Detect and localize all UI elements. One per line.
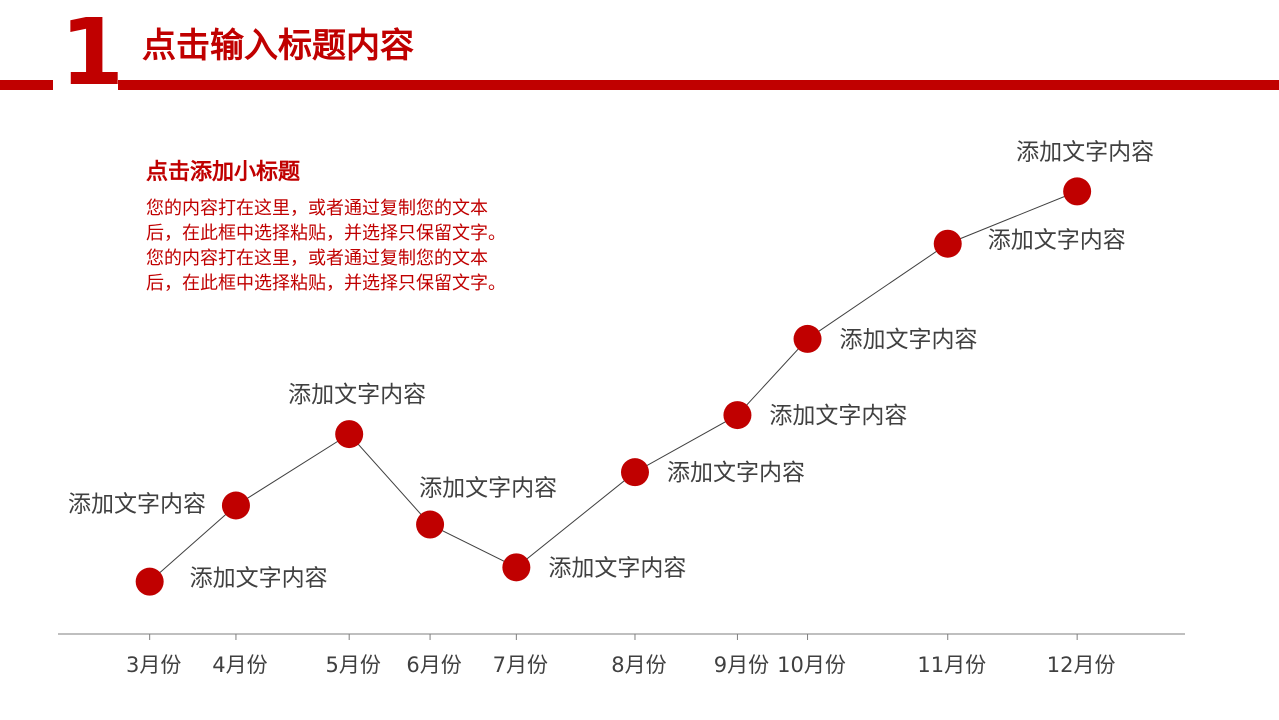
data-label: 添加文字内容 <box>840 327 978 353</box>
data-point <box>933 229 962 258</box>
header-rule-left <box>0 80 53 90</box>
body-line: 后，在此框中选择粘贴，并选择只保留文字。 <box>146 223 506 244</box>
data-label: 添加文字内容 <box>988 228 1126 254</box>
data-point <box>135 567 164 596</box>
x-tick-label: 9月份 <box>714 653 769 677</box>
data-label: 添加文字内容 <box>419 476 557 502</box>
data-point <box>335 420 364 449</box>
data-label: 添加文字内容 <box>190 566 328 592</box>
x-tick-label: 11月份 <box>917 653 986 677</box>
x-tick-label: 6月份 <box>406 653 461 677</box>
x-tick-label: 3月份 <box>126 653 181 677</box>
body-text[interactable]: 您的内容打在这里，或者通过复制您的文本 后，在此框中选择粘贴，并选择只保留文字。… <box>146 196 576 296</box>
data-label: 添加文字内容 <box>68 492 206 518</box>
body-line: 您的内容打在这里，或者通过复制您的文本 <box>146 248 488 269</box>
series-line <box>149 190 1078 583</box>
x-tick-label: 8月份 <box>611 653 666 677</box>
data-point <box>502 553 531 582</box>
x-tick-label: 12月份 <box>1047 653 1116 677</box>
x-tick-label: 5月份 <box>325 653 380 677</box>
body-line: 后，在此框中选择粘贴，并选择只保留文字。 <box>146 273 506 294</box>
data-point <box>221 491 250 520</box>
body-line: 您的内容打在这里，或者通过复制您的文本 <box>146 198 488 219</box>
data-point <box>793 324 822 353</box>
data-point <box>416 510 445 539</box>
data-point <box>1063 177 1092 206</box>
header-rule-right <box>118 80 1279 90</box>
x-tick-label: 7月份 <box>493 653 548 677</box>
data-label: 添加文字内容 <box>1016 139 1154 165</box>
data-label: 添加文字内容 <box>288 382 426 408</box>
data-label: 添加文字内容 <box>548 555 686 581</box>
x-tick-label: 4月份 <box>212 653 267 677</box>
data-label: 添加文字内容 <box>667 460 805 486</box>
data-point <box>620 458 649 487</box>
data-point <box>723 401 752 430</box>
data-label: 添加文字内容 <box>769 403 907 429</box>
x-tick-label: 10月份 <box>777 653 846 677</box>
page-title[interactable]: 点击输入标题内容 <box>142 26 414 66</box>
subtitle[interactable]: 点击添加小标题 <box>146 160 301 185</box>
